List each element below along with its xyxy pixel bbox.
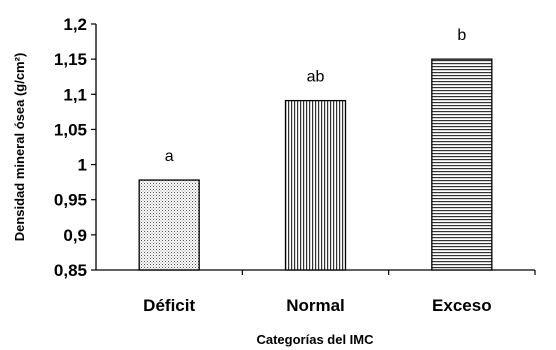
bars	[138, 58, 493, 271]
y-tick-label: 1,05	[54, 120, 87, 139]
y-tick-label: 0,95	[54, 191, 87, 210]
x-tick-label: Normal	[286, 296, 345, 315]
significance-letter: ab	[307, 69, 325, 86]
annotations: a ab b	[165, 27, 467, 165]
x-tick-label: Déficit	[143, 296, 195, 315]
y-ticks: 0,85 0,9 0,95 1 1,05 1,1 1,15 1,2	[54, 15, 96, 280]
y-tick-label: 0,85	[54, 261, 87, 280]
y-tick-label: 1,2	[63, 15, 87, 34]
bar-exceso	[431, 58, 493, 271]
y-tick-label: 0,9	[63, 226, 87, 245]
x-tick-label: Exceso	[432, 296, 492, 315]
x-ticks: Déficit Normal Exceso	[143, 270, 536, 315]
y-tick-label: 1,15	[54, 50, 87, 69]
y-axis-title: Densidad mineral ósea (g/cm²)	[12, 53, 27, 242]
bar-deficit	[138, 179, 200, 271]
x-axis-title: Categorías del IMC	[256, 332, 374, 347]
bar-normal	[284, 99, 347, 271]
y-tick-label: 1,1	[63, 85, 87, 104]
significance-letter: a	[165, 148, 174, 165]
significance-letter: b	[457, 27, 466, 44]
y-tick-label: 1	[78, 156, 87, 175]
